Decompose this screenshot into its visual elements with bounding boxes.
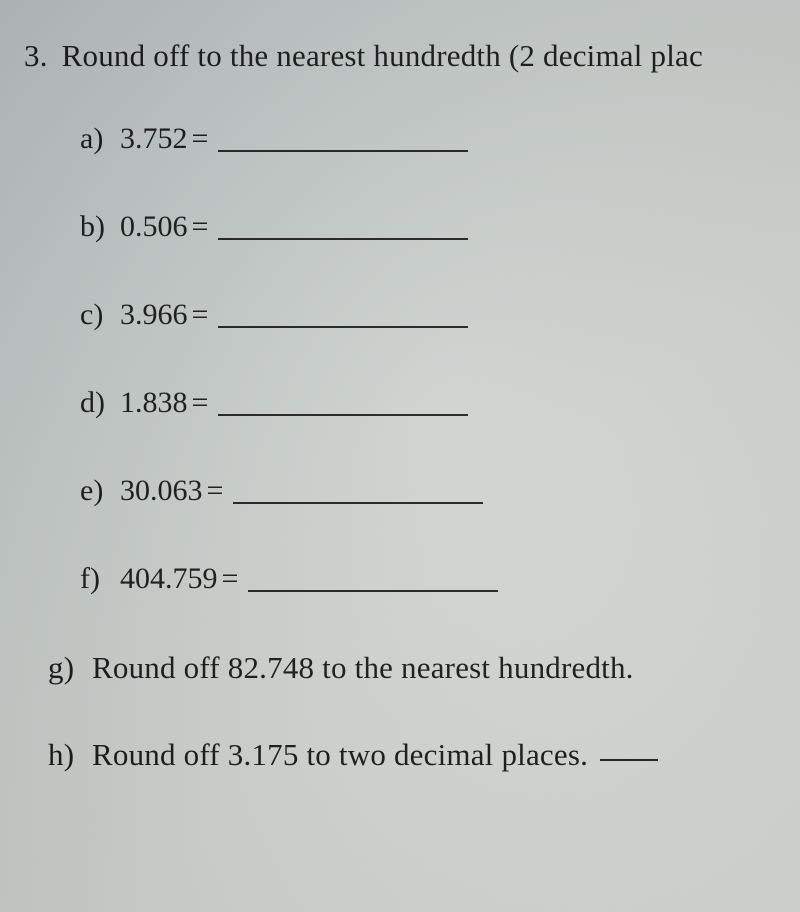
item-d: d) 1.838 = [80,386,800,420]
answer-blank[interactable] [233,474,483,504]
answer-blank[interactable] [218,122,468,152]
item-h: h)Round off 3.175 to two decimal places. [48,734,800,773]
item-text: Round off 3.175 to two decimal places. [92,737,588,772]
item-value: 404.759 [120,562,218,596]
item-label: g) [48,650,92,686]
item-label: h) [48,737,92,773]
question-number: 3. [24,38,48,74]
answer-blank[interactable] [248,562,498,592]
item-text: Round off 82.748 to the nearest hundredt… [92,650,634,685]
equals-sign: = [192,386,209,420]
equals-sign: = [192,298,209,332]
item-value: 1.838 [120,386,188,420]
question-header: 3. Round off to the nearest hundredth (2 … [24,38,800,74]
item-c: c) 3.966 = [80,298,800,332]
item-e: e) 30.063 = [80,474,800,508]
item-value: 0.506 [120,210,188,244]
equals-sign: = [207,474,224,508]
answer-blank[interactable] [218,298,468,328]
item-value: 3.966 [120,298,188,332]
item-label: e) [80,474,120,508]
equals-sign: = [222,562,239,596]
item-b: b) 0.506 = [80,210,800,244]
equals-sign: = [192,122,209,156]
item-label: d) [80,386,120,420]
item-g: g)Round off 82.748 to the nearest hundre… [48,650,800,686]
item-value: 3.752 [120,122,188,156]
item-label: b) [80,210,120,244]
fill-items: a) 3.752 = b) 0.506 = c) 3.966 = d) 1.83… [80,122,800,596]
question-text: Round off to the nearest hundredth (2 de… [62,38,703,73]
item-label: a) [80,122,120,156]
item-a: a) 3.752 = [80,122,800,156]
item-label: f) [80,562,120,596]
answer-blank[interactable] [600,730,658,761]
worksheet-page: 3. Round off to the nearest hundredth (2 … [0,0,800,773]
equals-sign: = [192,210,209,244]
answer-blank[interactable] [218,386,468,416]
answer-blank[interactable] [218,210,468,240]
item-f: f) 404.759 = [80,562,800,596]
item-label: c) [80,298,120,332]
item-value: 30.063 [120,474,203,508]
